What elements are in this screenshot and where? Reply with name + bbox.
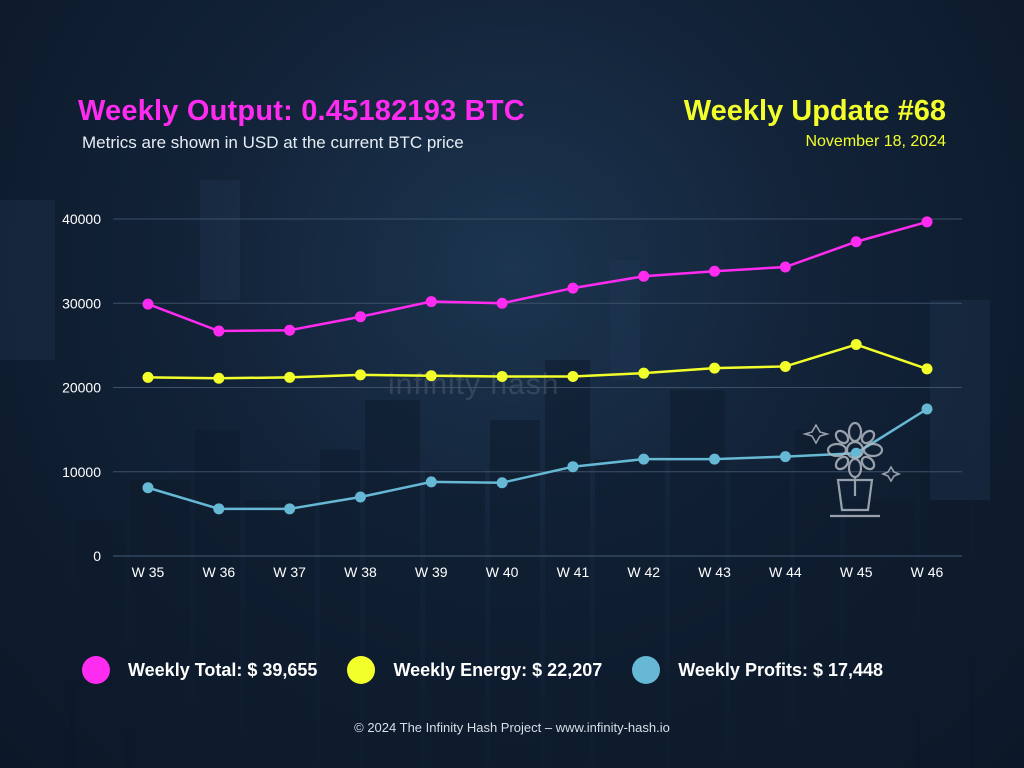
x-tick-label: W 38 [344, 564, 377, 580]
x-tick-label: W 45 [840, 564, 873, 580]
footer-copyright: © 2024 The Infinity Hash Project – www.i… [354, 720, 670, 735]
weekly-update-title: Weekly Update #68 [683, 95, 946, 127]
legend-swatch-total [82, 656, 110, 684]
series-line-weekly-energy [147, 343, 928, 380]
data-point-weekly-energy [567, 371, 579, 383]
data-point-weekly-energy [354, 369, 366, 381]
legend-item-energy: Weekly Energy: $ 22,207 [347, 656, 602, 684]
x-tick-label: W 43 [698, 564, 731, 580]
x-tick-label: W 39 [415, 564, 448, 580]
data-point-weekly-energy [638, 367, 650, 379]
data-point-weekly-profits [779, 451, 791, 463]
data-point-weekly-profits [284, 503, 296, 515]
data-point-weekly-total [496, 297, 508, 309]
data-point-weekly-energy [425, 370, 437, 382]
legend-item-total: Weekly Total: $ 39,655 [82, 656, 317, 684]
data-point-weekly-total [850, 236, 862, 248]
data-point-weekly-profits [921, 403, 933, 415]
weekly-output-title: Weekly Output: 0.45182193 BTC [78, 95, 525, 127]
x-tick-label: W 37 [273, 564, 306, 580]
data-point-weekly-total [284, 324, 296, 336]
data-point-weekly-total [142, 298, 154, 310]
data-point-weekly-profits [638, 453, 650, 465]
y-tick-label: 20000 [62, 380, 101, 396]
x-tick-label: W 44 [769, 564, 802, 580]
data-point-weekly-energy [496, 371, 508, 383]
data-point-weekly-profits [425, 476, 437, 488]
y-tick-label: 40000 [62, 211, 101, 227]
legend-item-profits: Weekly Profits: $ 17,448 [632, 656, 883, 684]
data-point-weekly-energy [921, 363, 933, 375]
data-point-weekly-energy [709, 362, 721, 374]
x-tick-label: W 41 [557, 564, 590, 580]
data-point-weekly-total [779, 261, 791, 273]
data-point-weekly-profits [567, 461, 579, 473]
potted-plant-icon [802, 421, 902, 518]
data-point-weekly-total [354, 311, 366, 323]
data-point-weekly-total [213, 325, 225, 337]
data-point-weekly-profits [142, 482, 154, 494]
data-point-weekly-energy [779, 360, 791, 372]
update-date: November 18, 2024 [805, 133, 946, 150]
legend-label-total: Weekly Total: $ 39,655 [128, 659, 318, 680]
x-tick-label: W 46 [911, 564, 944, 580]
data-point-weekly-energy [284, 371, 296, 383]
data-point-weekly-total [709, 265, 721, 277]
chart-legend: Weekly Total: $ 39,655 Weekly Energy: $ … [82, 652, 942, 688]
series-line-weekly-total [147, 220, 928, 333]
x-tick-label: W 35 [132, 564, 165, 580]
data-point-weekly-profits [496, 477, 508, 489]
data-point-weekly-profits [213, 503, 225, 515]
data-point-weekly-energy [142, 371, 154, 383]
series-line-weekly-profits [147, 407, 928, 511]
data-point-weekly-energy [213, 372, 225, 384]
legend-swatch-profits [632, 656, 661, 684]
metrics-subtitle: Metrics are shown in USD at the current … [82, 133, 464, 152]
x-tick-label: W 42 [627, 564, 660, 580]
legend-label-energy: Weekly Energy: $ 22,207 [393, 659, 603, 680]
data-point-weekly-total [567, 282, 579, 294]
y-tick-label: 10000 [62, 464, 101, 480]
data-point-weekly-total [425, 296, 437, 308]
data-point-weekly-profits [354, 491, 366, 503]
data-point-weekly-total [921, 216, 933, 228]
legend-label-profits: Weekly Profits: $ 17,448 [678, 659, 884, 680]
y-tick-label: 30000 [62, 295, 101, 311]
y-tick-label: 0 [93, 548, 101, 564]
watermark: infinity hash [388, 368, 560, 401]
data-point-weekly-profits [709, 453, 721, 465]
legend-swatch-energy [347, 656, 376, 684]
data-point-weekly-energy [850, 339, 862, 351]
x-tick-label: W 36 [202, 564, 235, 580]
data-point-weekly-total [638, 270, 650, 282]
x-tick-label: W 40 [486, 564, 519, 580]
